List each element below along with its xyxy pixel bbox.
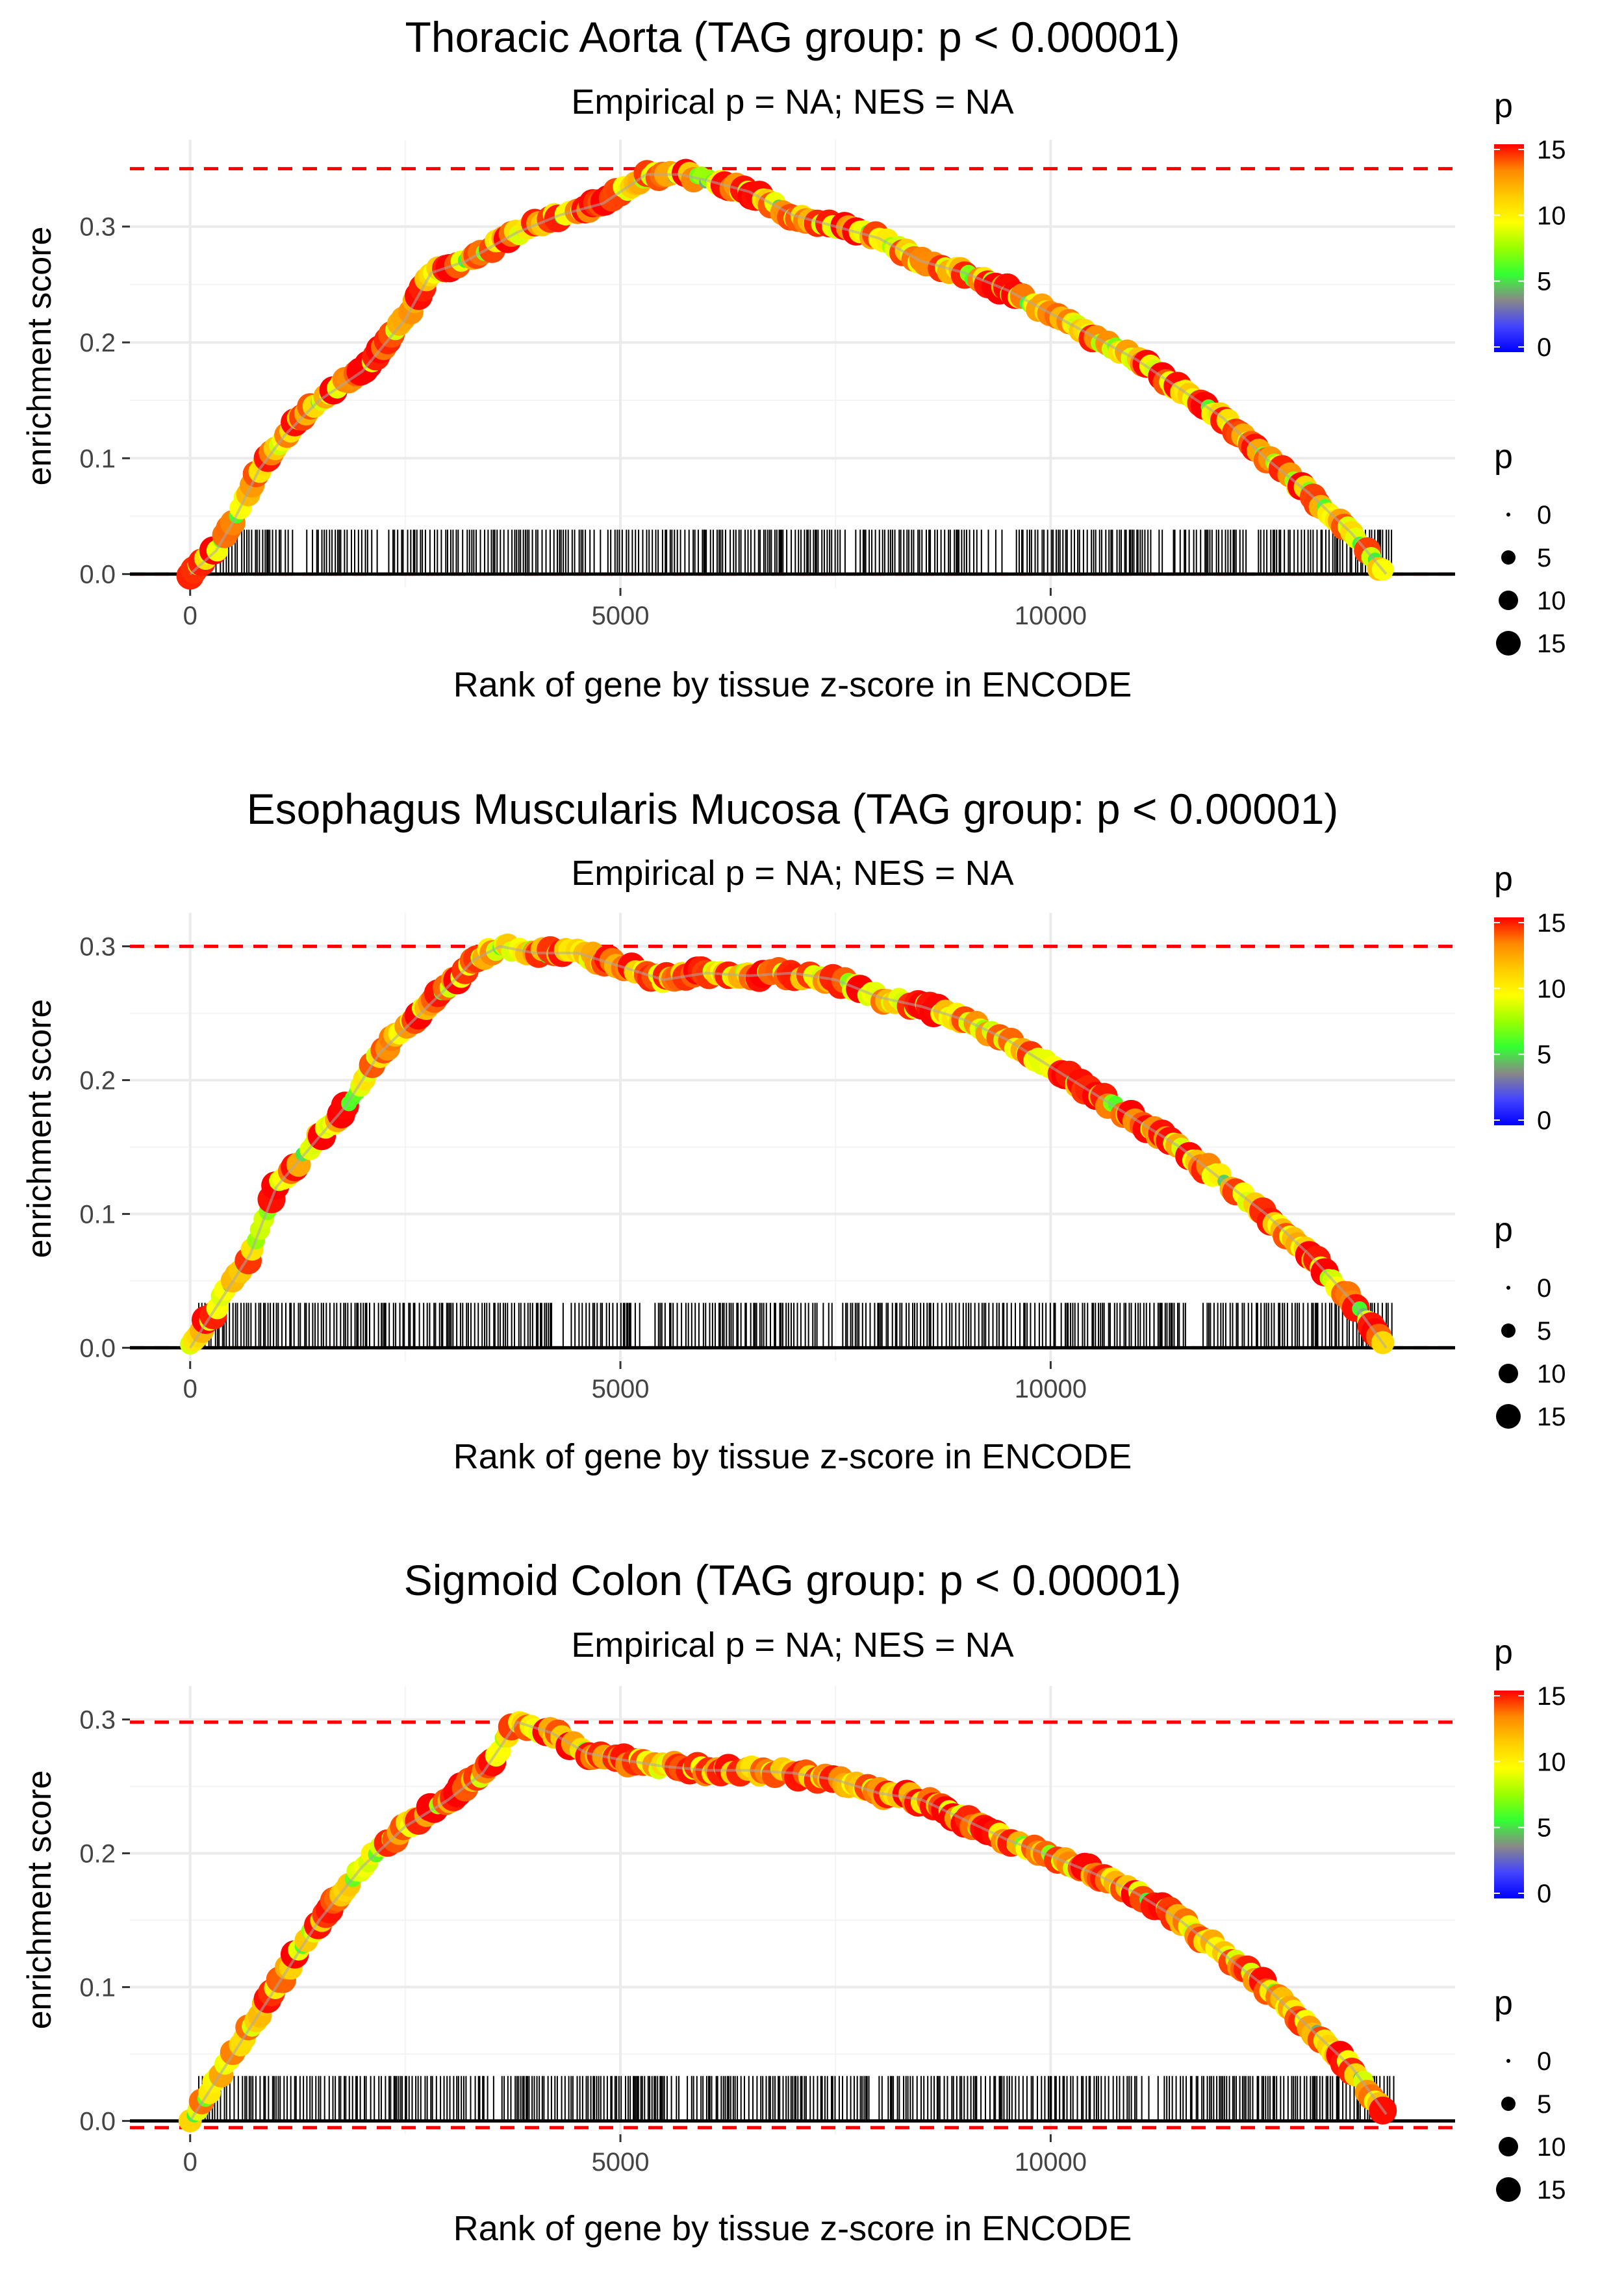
x-tick-label: 10000	[1015, 1375, 1087, 1403]
panel-subtitle: Empirical p = NA; NES = NA	[571, 83, 1013, 121]
colorbar	[1494, 917, 1524, 1125]
y-tick-label: 0.2	[79, 329, 116, 357]
panel-title: Esophagus Muscularis Mucosa (TAG group: …	[247, 785, 1339, 833]
size-legend-label: 15	[1537, 1403, 1566, 1431]
y-tick-label: 0.0	[79, 561, 116, 589]
size-legend-dot	[1496, 631, 1521, 656]
panel-subtitle: Empirical p = NA; NES = NA	[571, 1626, 1013, 1665]
x-tick-label: 0	[183, 2148, 197, 2177]
x-tick-label: 0	[183, 602, 197, 630]
color-legend-title: p	[1494, 1633, 1513, 1671]
size-legend-label: 0	[1537, 2047, 1551, 2076]
x-tick-label: 5000	[592, 2148, 650, 2177]
colorbar-tick-label: 5	[1537, 1041, 1551, 1069]
colorbar-tick-label: 10	[1537, 201, 1566, 230]
y-tick-label: 0.3	[79, 1706, 116, 1734]
colorbar-tick-label: 15	[1537, 136, 1566, 164]
size-legend-dot	[1501, 550, 1516, 565]
color-legend-title: p	[1494, 87, 1513, 125]
y-tick-label: 0.3	[79, 932, 116, 961]
size-legend-label: 10	[1537, 587, 1566, 615]
colorbar-tick-label: 10	[1537, 975, 1566, 1003]
colorbar-tick-label: 0	[1537, 333, 1551, 362]
y-axis-label: enrichment score	[21, 227, 58, 486]
plot-area: 0.0 0.1 0.2 0.3 0 5000 10000	[79, 140, 1455, 630]
size-legend-dot	[1501, 2097, 1516, 2111]
y-tick-label: 0.0	[79, 1334, 116, 1362]
size-legend-label: 0	[1537, 501, 1551, 530]
es-curve-line	[189, 1720, 1388, 2122]
colorbar-tick-label: 15	[1537, 1682, 1566, 1711]
x-axis-label: Rank of gene by tissue z-score in ENCODE	[453, 1437, 1132, 1476]
size-legend-label: 5	[1537, 1317, 1551, 1346]
es-curve-line	[189, 173, 1388, 576]
size-legend-dot	[1506, 513, 1510, 517]
colorbar-tick-label: 0	[1537, 1880, 1551, 1908]
colorbar	[1494, 144, 1524, 352]
size-legend-label: 5	[1537, 544, 1551, 572]
panel-title: Thoracic Aorta (TAG group: p < 0.00001)	[405, 13, 1180, 61]
panel-2: Esophagus Muscularis Mucosa (TAG group: …	[21, 785, 1566, 1476]
es-curve-line	[189, 945, 1388, 1349]
x-tick-label: 5000	[592, 602, 650, 630]
size-legend-title: p	[1494, 1211, 1513, 1249]
y-tick-label: 0.2	[79, 1839, 116, 1868]
y-tick-label: 0.0	[79, 2107, 116, 2136]
y-tick-label: 0.1	[79, 1973, 116, 2002]
size-legend-dot	[1499, 591, 1518, 610]
color-legend-title: p	[1494, 860, 1513, 898]
size-legend-dot	[1499, 1364, 1518, 1383]
size-legend-label: 10	[1537, 1360, 1566, 1388]
x-tick-label: 10000	[1015, 2148, 1087, 2177]
size-legend-dot	[1506, 1286, 1510, 1290]
y-axis-label: enrichment score	[21, 999, 58, 1258]
colorbar-tick-label: 15	[1537, 909, 1566, 938]
x-axis-label: Rank of gene by tissue z-score in ENCODE	[453, 2209, 1132, 2248]
x-axis-label: Rank of gene by tissue z-score in ENCODE	[453, 665, 1132, 704]
panel-3: Sigmoid Colon (TAG group: p < 0.00001) E…	[21, 1556, 1566, 2248]
panel-subtitle: Empirical p = NA; NES = NA	[571, 854, 1013, 893]
x-tick-label: 10000	[1015, 602, 1087, 630]
colorbar	[1494, 1691, 1524, 1898]
size-legend-dot	[1506, 2059, 1510, 2063]
size-legend-label: 0	[1537, 1274, 1551, 1303]
y-tick-label: 0.3	[79, 213, 116, 242]
size-legend-dot	[1501, 1323, 1516, 1338]
size-legend-label: 10	[1537, 2133, 1566, 2162]
size-legend-title: p	[1494, 438, 1513, 476]
x-tick-label: 0	[183, 1375, 197, 1403]
plot-area: 0.0 0.1 0.2 0.3 0 5000 10000	[79, 913, 1455, 1403]
colorbar-tick-label: 10	[1537, 1748, 1566, 1776]
colorbar-tick-label: 5	[1537, 1814, 1551, 1843]
x-tick-label: 5000	[592, 1375, 650, 1403]
size-legend-label: 5	[1537, 2090, 1551, 2119]
size-legend-dot	[1496, 1404, 1521, 1429]
panel-1: Thoracic Aorta (TAG group: p < 0.00001) …	[21, 13, 1566, 704]
y-axis-label: enrichment score	[21, 1770, 58, 2030]
size-legend-dot	[1499, 2137, 1518, 2156]
y-tick-label: 0.1	[79, 444, 116, 473]
y-tick-label: 0.1	[79, 1200, 116, 1229]
colorbar-tick-label: 5	[1537, 268, 1551, 296]
size-legend-label: 15	[1537, 2176, 1566, 2204]
size-legend-dot	[1496, 2177, 1521, 2202]
size-legend-label: 15	[1537, 630, 1566, 658]
colorbar-tick-label: 0	[1537, 1106, 1551, 1135]
plot-area: 0.0 0.1 0.2 0.3 0 5000 10000	[79, 1686, 1455, 2177]
panel-title: Sigmoid Colon (TAG group: p < 0.00001)	[404, 1556, 1182, 1604]
es-curve	[178, 1711, 1397, 2133]
size-legend-title: p	[1494, 1984, 1513, 2022]
y-tick-label: 0.2	[79, 1066, 116, 1095]
